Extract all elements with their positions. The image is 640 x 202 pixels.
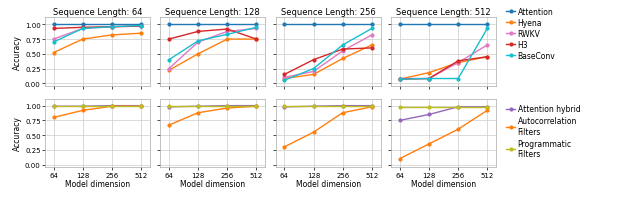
X-axis label: Model dimension: Model dimension — [411, 179, 476, 188]
X-axis label: Model dimension: Model dimension — [65, 179, 130, 188]
X-axis label: Model dimension: Model dimension — [296, 179, 361, 188]
X-axis label: Model dimension: Model dimension — [180, 179, 245, 188]
Title: Sequence Length: 256: Sequence Length: 256 — [281, 8, 376, 17]
Legend: Attention, Hyena, RWKV, H3, BaseConv: Attention, Hyena, RWKV, H3, BaseConv — [506, 8, 556, 60]
Title: Sequence Length: 512: Sequence Length: 512 — [396, 8, 491, 17]
Title: Sequence Length: 128: Sequence Length: 128 — [165, 8, 260, 17]
Y-axis label: Accuracy: Accuracy — [13, 116, 22, 151]
Title: Sequence Length: 64: Sequence Length: 64 — [52, 8, 142, 17]
Y-axis label: Accuracy: Accuracy — [13, 35, 22, 70]
Legend: Attention hybrid, Autocorrelation
Filters, Programmatic
Filters: Attention hybrid, Autocorrelation Filter… — [506, 105, 580, 158]
